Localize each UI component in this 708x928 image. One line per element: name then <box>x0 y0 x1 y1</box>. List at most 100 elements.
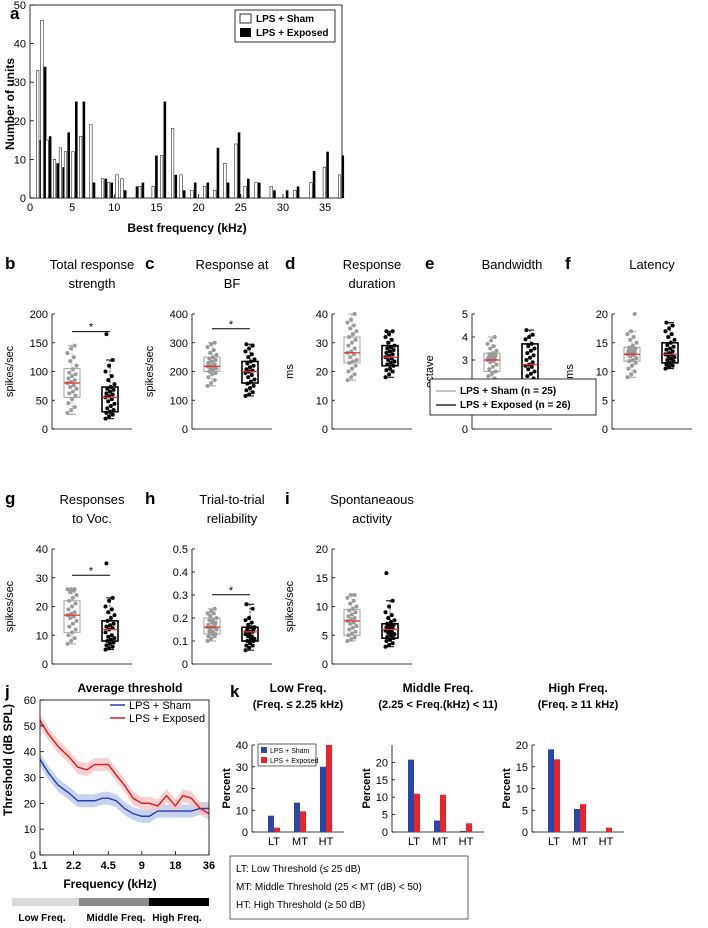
panel-a-bar-exposed <box>247 178 250 198</box>
panel-e-ytick-label: 0 <box>462 424 468 436</box>
panel-label-h: h <box>145 489 155 508</box>
panel-k-subplot-title: Middle Freq. <box>403 681 474 695</box>
panel-f-point <box>672 355 677 360</box>
panel-i-point <box>388 624 392 629</box>
panel-a-bar-sham <box>71 151 75 199</box>
panel-d-point <box>347 335 352 339</box>
panel-a-bar-sham <box>79 135 83 199</box>
panel-a-bar-sham <box>179 174 183 199</box>
panel-k-category-label: LT <box>268 836 280 848</box>
panel-f-ytick-label: 10 <box>596 367 608 379</box>
panel-k-legend-swatch-sham <box>261 747 267 753</box>
panel-d-point <box>385 362 390 367</box>
panel-a-bar-sham <box>52 159 57 199</box>
panel-i-point <box>347 608 352 613</box>
panel-b-point <box>66 401 71 406</box>
panel-f-point <box>633 346 638 351</box>
legend-swatch-sham <box>239 13 252 24</box>
panel-k-ytick-label: 0 <box>242 827 248 839</box>
panel-g-point <box>69 639 74 643</box>
panel-e-point <box>486 355 491 360</box>
panel-h-point <box>247 645 252 650</box>
panel-d-point <box>390 369 395 374</box>
panel-e-point <box>531 353 536 358</box>
panel-h: h Trial-to-trial reliability 0 0.1 0.2 0.3 0.4 0… <box>145 489 272 671</box>
panel-f-point <box>669 332 674 337</box>
panel-i-point <box>351 620 356 625</box>
panel-g-point <box>104 643 109 648</box>
panel-a-legend-sham: LPS + Sham <box>256 14 314 25</box>
panel-d-ytick-label: 20 <box>316 367 328 379</box>
panel-b-ytick-label: 0 <box>42 424 48 436</box>
panel-d-point <box>391 347 396 352</box>
panel-k-ytick-label: 10 <box>236 805 248 817</box>
panel-j: j Average threshold Threshold (dB SPL) F… <box>1 681 215 924</box>
panel-d: d Response duration ms 0 10 20 30 40 <box>284 254 412 436</box>
panel-f-point <box>668 340 673 345</box>
panel-d-point <box>389 337 394 342</box>
panel-h-point <box>243 648 248 653</box>
panel-b-point <box>67 370 72 375</box>
panel-i-ylabel: spikes/sec <box>284 580 296 632</box>
panel-e-point <box>494 362 499 367</box>
panel-f-point <box>625 375 630 380</box>
panel-i: i Spontaneaous activity spikes/sec 0 5 10 15 20 <box>284 489 414 671</box>
panel-b: b Total response strength spikes/sec 0 50 100 1… <box>4 254 134 436</box>
panel-d-point <box>352 346 357 351</box>
panel-k-ytick-label: 10 <box>376 792 388 804</box>
panel-h-ytick-label: 0.4 <box>173 567 188 579</box>
panel-k-bar-exposed <box>300 811 306 832</box>
panel-f-point <box>630 347 634 352</box>
panel-e-point <box>490 364 495 369</box>
panel-h-ytick-label: 0.5 <box>173 544 188 556</box>
panel-label-g: g <box>5 489 15 508</box>
panel-f-point <box>665 343 670 348</box>
panel-d-point <box>348 326 353 331</box>
panel-f-point <box>668 346 672 351</box>
panel-k-category-label: LT <box>548 836 560 848</box>
panel-g-point <box>70 595 75 600</box>
threshold-note-mt: MT: Middle Threshold (25 < MT (dB) < 50) <box>236 882 422 893</box>
panel-a-bar-sham <box>63 151 68 199</box>
freq-band-bar: Low Freq. Middle Freq. High Freq. <box>12 898 209 924</box>
panel-e-point <box>490 371 494 376</box>
panel-k-legend-sham: LPS + Sham <box>270 748 310 755</box>
panel-f-ytick-label: 15 <box>596 338 608 350</box>
panel-h-point <box>252 636 257 641</box>
panel-a-bar-exposed <box>110 182 114 198</box>
panel-a-bar-exposed <box>285 190 289 198</box>
panel-j-xtick-label: 4.5 <box>101 860 116 872</box>
panel-k-bar-sham <box>268 815 274 832</box>
panel-g-point <box>105 618 110 623</box>
panel-a-bar-exposed <box>43 66 47 198</box>
panel-d-point <box>388 360 393 365</box>
panel-e-point <box>523 337 528 342</box>
panel-h-sig-star: * <box>229 585 234 597</box>
panel-g-point <box>66 607 71 612</box>
panel-g-point <box>70 630 74 635</box>
panel-j-xtick-label: 2.2 <box>66 860 81 872</box>
panel-g-point <box>109 607 114 612</box>
panel-d-ylabel: ms <box>284 364 296 379</box>
panel-f-point <box>626 366 631 371</box>
panel-b-point <box>74 363 79 368</box>
panel-a-bar-sham <box>151 186 155 199</box>
panel-d-point <box>354 329 359 334</box>
panel-i-point <box>345 639 350 643</box>
panel-a-bar-exposed <box>257 182 261 198</box>
panel-d-point <box>353 337 358 342</box>
panel-i-ytick-label: 10 <box>316 602 328 614</box>
panel-a-xtick-label: 20 <box>193 202 205 214</box>
panel-a-bar-sham <box>40 20 44 199</box>
panel-g-point <box>72 610 77 615</box>
panel-g-point <box>109 633 114 638</box>
box-legend-frame <box>429 378 597 416</box>
panel-d-point <box>387 332 392 337</box>
panel-e-point <box>486 374 491 379</box>
panel-h-ytick-label: 0 <box>182 659 188 671</box>
panel-e-point <box>493 353 498 358</box>
panel-i-ytick-label: 0 <box>322 659 328 671</box>
panel-g-point <box>67 598 72 603</box>
panel-g-ytick-label: 20 <box>36 602 48 614</box>
panel-d-point <box>351 323 356 328</box>
